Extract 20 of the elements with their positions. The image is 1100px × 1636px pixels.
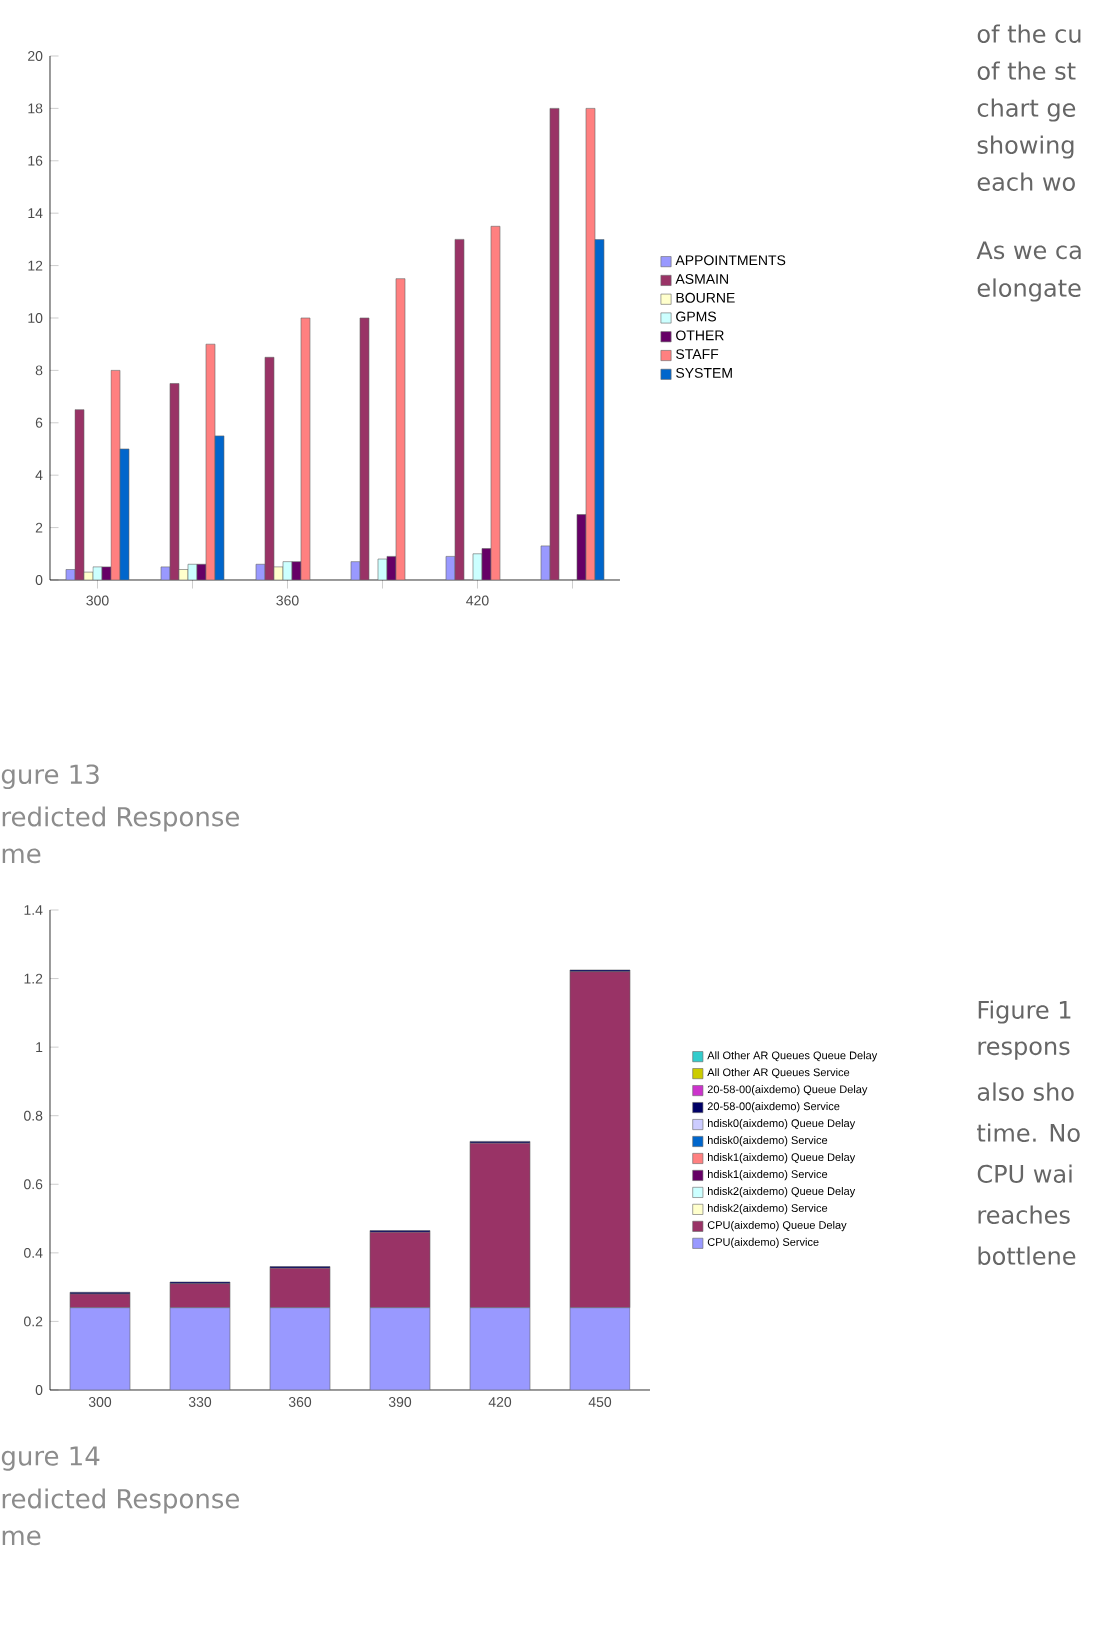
text: gure 13 — [1, 764, 99, 790]
text: showing — [977, 135, 1074, 159]
text: time. No — [977, 1123, 1080, 1142]
text: redicted Response — [2, 806, 239, 832]
text: each wo — [977, 172, 1075, 191]
text: of the st — [977, 61, 1076, 80]
text: redicted Response — [2, 1488, 239, 1514]
text: bottlene — [978, 1246, 1076, 1265]
text: also sho — [977, 1082, 1074, 1101]
text: respons — [978, 1041, 1070, 1060]
text: of the cu — [977, 24, 1081, 43]
caption: Figure 1 — [978, 1000, 1071, 1024]
text: As we ca — [976, 241, 1081, 260]
text: gure 14 — [1, 1446, 100, 1471]
text: me — [2, 1530, 41, 1546]
text: reaches — [978, 1205, 1070, 1224]
text: chart ge — [977, 98, 1076, 122]
text: elongate — [977, 278, 1081, 302]
text: me — [2, 848, 41, 864]
text: CPU wai — [977, 1164, 1072, 1183]
